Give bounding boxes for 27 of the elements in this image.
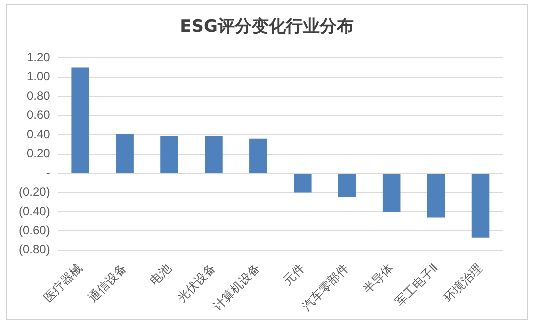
x-tick-label: 医疗器械 bbox=[41, 261, 86, 305]
x-tick-label: 通信设备 bbox=[86, 261, 130, 305]
bar bbox=[160, 136, 178, 174]
y-tick-label: 1.00 bbox=[26, 70, 51, 84]
y-tick-label: - bbox=[46, 166, 50, 180]
y-tick-label: 0.40 bbox=[26, 127, 51, 142]
bar bbox=[72, 68, 90, 174]
bar bbox=[250, 138, 268, 174]
bar bbox=[382, 174, 401, 212]
y-tick-label: (0.60) bbox=[18, 223, 50, 238]
y-tick-label: 0.20 bbox=[26, 146, 51, 161]
bar bbox=[116, 134, 134, 174]
x-tick-label: 元件 bbox=[280, 261, 308, 288]
x-tick-label: 环境治理 bbox=[441, 261, 486, 305]
y-tick-label: (0.80) bbox=[18, 242, 50, 257]
bar bbox=[338, 174, 356, 198]
chart-title: ESG评分变化行业分布 bbox=[179, 16, 355, 38]
bar bbox=[472, 174, 490, 238]
x-tick-label: 电池 bbox=[147, 261, 174, 288]
y-tick-label: (0.40) bbox=[18, 204, 50, 218]
y-tick-label: 0.60 bbox=[26, 108, 51, 122]
y-tick-label: (0.20) bbox=[18, 185, 50, 200]
y-tick-label: 0.80 bbox=[26, 88, 51, 103]
bar bbox=[427, 174, 446, 218]
y-tick-label: 1.20 bbox=[26, 50, 51, 65]
bar bbox=[205, 136, 223, 174]
bar bbox=[294, 174, 312, 193]
